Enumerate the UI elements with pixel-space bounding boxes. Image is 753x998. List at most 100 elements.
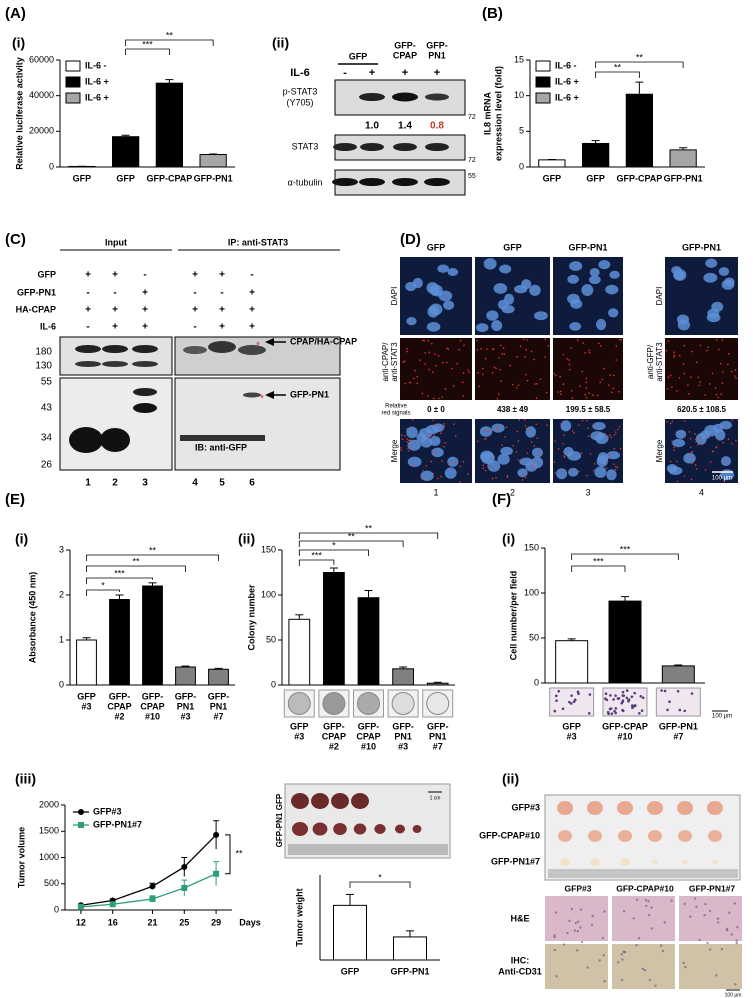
signal: [443, 445, 445, 448]
nucleus: [429, 436, 441, 447]
tumor: [351, 793, 369, 809]
cell: [676, 689, 680, 693]
label: HA-CPAP: [16, 304, 56, 314]
cell: [570, 694, 573, 697]
colony-well: [391, 692, 415, 715]
signal: [515, 451, 518, 453]
signal: [461, 381, 464, 384]
colony-well: [322, 692, 346, 715]
bar: [142, 585, 163, 686]
x-tick-label: 25: [179, 917, 189, 927]
label: +: [112, 305, 118, 316]
signal: [671, 420, 674, 423]
signal: [428, 351, 431, 354]
signal: [588, 351, 591, 354]
signal: [562, 434, 565, 436]
stain: [684, 965, 687, 969]
label: +: [219, 322, 225, 333]
tumor: [353, 823, 367, 835]
nucleus: [588, 275, 601, 285]
signal: [596, 433, 598, 436]
significance-bracket: [86, 589, 120, 596]
signal: [491, 372, 494, 374]
micrograph: [475, 338, 550, 400]
cell: [612, 698, 615, 701]
cell: [614, 707, 618, 710]
signal: [478, 385, 480, 388]
signal: [716, 438, 719, 440]
y-tick-label: 100: [261, 589, 276, 599]
signal: [620, 339, 622, 341]
label: -: [113, 288, 116, 299]
stain: [720, 947, 724, 951]
nucleus: [569, 261, 583, 272]
x-tick-label: GFP: [341, 966, 360, 976]
signal: [673, 354, 676, 356]
stain: [643, 969, 647, 972]
signal: [722, 427, 724, 429]
signal: [564, 470, 567, 473]
label: DAPI: [390, 287, 399, 306]
label: GFP-CPAP#10: [479, 830, 540, 840]
signal: [408, 439, 410, 442]
panel-label: (A): [5, 5, 26, 22]
signal: [735, 439, 737, 442]
signal: [602, 425, 605, 428]
signal: [522, 463, 524, 465]
nucleus: [525, 426, 537, 438]
signal: [544, 338, 547, 340]
tumor: [617, 801, 633, 815]
signal: [432, 419, 434, 422]
label: 2: [112, 478, 118, 489]
significance: **: [636, 52, 644, 62]
signal: [673, 449, 675, 452]
significance-bracket: [595, 71, 640, 78]
signal: [533, 358, 535, 361]
signal: [614, 431, 617, 434]
legend-label: GFP#3: [93, 806, 122, 816]
signal: [673, 446, 675, 449]
signal: [454, 462, 457, 464]
signal: [560, 423, 562, 425]
x-tick-label: #10: [145, 711, 160, 721]
label: +: [219, 270, 225, 281]
legend-label: IL-6 -: [85, 60, 107, 70]
nucleus: [567, 450, 582, 461]
label: GFP: [427, 242, 446, 252]
signal: [506, 475, 509, 477]
stain: [682, 961, 685, 965]
stain: [670, 899, 673, 902]
signal: [695, 468, 698, 470]
nucleus: [438, 290, 453, 302]
label: +: [249, 305, 255, 316]
x-tick-label: GFP-PN1: [664, 173, 703, 183]
cell: [621, 699, 625, 702]
signal: [404, 435, 406, 437]
signal: [525, 373, 527, 376]
x-tick-label: GFP-: [427, 721, 449, 731]
x-tick-label: PN1: [394, 731, 412, 741]
point: [149, 883, 156, 890]
x-tick-label: GFP: [562, 721, 581, 731]
nucleus: [431, 447, 444, 458]
signal: [517, 384, 520, 387]
signal: [733, 375, 736, 377]
signal: [477, 440, 479, 443]
signal: [690, 376, 692, 378]
significance: **: [614, 62, 622, 72]
tumor: [678, 830, 692, 842]
signal: [525, 348, 527, 351]
cell: [554, 694, 558, 698]
label: 1: [433, 487, 438, 497]
y-axis-label: Relative luciferase activity: [14, 57, 24, 170]
signal: [683, 475, 686, 478]
stain: [661, 949, 665, 953]
label: 1.0: [365, 121, 379, 132]
label: 1: [85, 478, 91, 489]
nucleus: [568, 467, 579, 477]
label: anti-STAT3: [655, 342, 664, 382]
significance-bracket: [349, 881, 411, 888]
signal: [676, 390, 678, 392]
signal: [727, 363, 729, 366]
signal: [573, 431, 575, 434]
